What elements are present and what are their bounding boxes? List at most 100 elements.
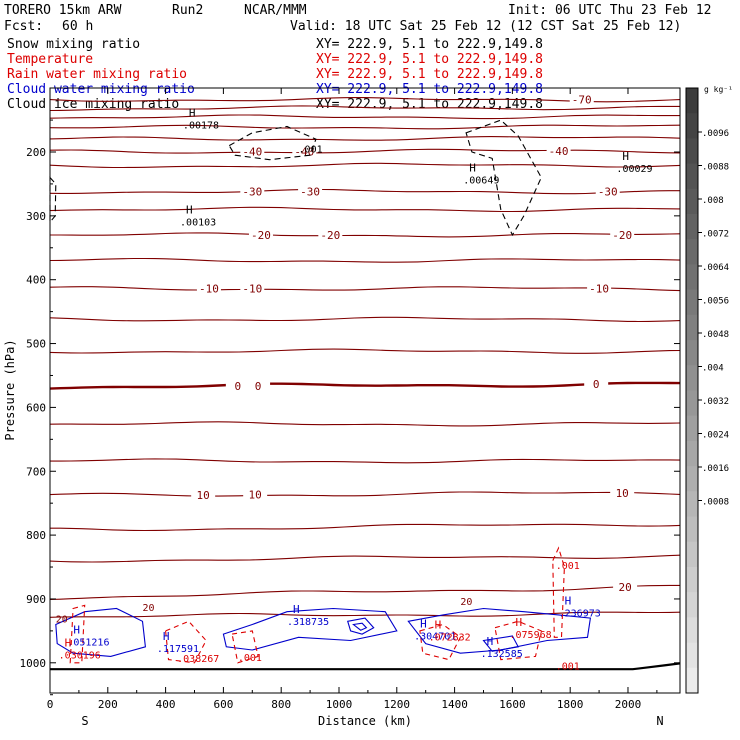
colorbar-swatch	[686, 239, 698, 265]
colorbar-label: .0024	[702, 431, 729, 441]
cloud-water-contour	[482, 635, 520, 652]
isotherm-label-bg	[569, 93, 594, 106]
plot-frame	[49, 87, 681, 694]
south-label: S	[81, 714, 88, 728]
colorbar-swatch	[686, 617, 698, 644]
rain-contour	[552, 546, 565, 638]
isotherm-label-bg	[595, 185, 620, 198]
colorbar-swatch	[686, 365, 698, 391]
legend-temperature-xy: XY= 222.9, 5.1 to 222.9,149.8	[316, 52, 543, 67]
isotherm-label: 10	[616, 487, 629, 500]
cloud-water-contour	[55, 607, 146, 657]
isotherm	[49, 257, 681, 263]
isotherm-label: -10	[199, 283, 219, 296]
contour-value-label: .236973	[559, 608, 601, 619]
legend-rain-xy: XY= 222.9, 5.1 to 222.9,149.8	[316, 67, 543, 82]
isotherm-label: 10	[249, 489, 262, 502]
colorbar-swatch	[686, 491, 698, 518]
colorbar-label: .004	[702, 364, 724, 374]
isotherm	[49, 105, 680, 112]
isotherm-label-bg	[248, 229, 273, 242]
colorbar-swatch	[686, 440, 698, 467]
isotherm-label: -20	[612, 229, 632, 242]
run-name: Run2	[172, 3, 203, 18]
high-marker: H	[65, 636, 72, 649]
legend-rain: Rain water mixing ratio	[7, 67, 187, 82]
x-tick-label: 800	[271, 698, 291, 711]
colorbar-unit: g kg⁻¹	[704, 85, 733, 94]
isotherm-label-bg	[243, 488, 268, 501]
high-marker: H	[186, 204, 193, 217]
isotherm-label: -10	[589, 283, 609, 296]
colorbar-swatch	[686, 88, 698, 114]
valid-time: Valid: 18 UTC Sat 25 Feb 12 (12 CST Sat …	[290, 19, 681, 34]
isotherm	[49, 148, 681, 154]
colorbar-label: .0048	[702, 330, 729, 340]
x-tick-label: 1400	[441, 698, 468, 711]
legend-temperature: Temperature	[7, 52, 93, 67]
cloud-water-contour	[222, 607, 398, 651]
isotherm-label-bg	[318, 229, 343, 242]
isotherm-label: 0	[593, 378, 600, 391]
y-tick-label: 800	[26, 529, 46, 542]
colorbar-swatch	[686, 642, 698, 669]
isotherm-label-bg	[240, 185, 265, 198]
isotherm-label: -30	[242, 186, 262, 199]
isotherm-label-bg	[191, 488, 216, 501]
colorbar-swatch	[686, 138, 698, 165]
contour-value-label: .001	[299, 145, 323, 156]
isotherm-label: -30	[598, 186, 618, 199]
contour-value-label: .001	[556, 561, 580, 572]
contour-value-label: .117591	[157, 644, 199, 655]
isotherm-label: -10	[242, 283, 262, 296]
isotherm	[49, 611, 681, 618]
legend-snow-xy: XY= 222.9, 5.1 to 222.9,149.8	[316, 37, 543, 52]
high-marker: H	[565, 594, 572, 607]
isotherm	[49, 188, 680, 195]
colorbar-swatch	[686, 390, 698, 417]
colorbar-swatch	[686, 566, 698, 593]
isotherm	[49, 124, 681, 130]
isotherm-label: 0	[235, 380, 242, 393]
isotherm	[49, 286, 681, 292]
isotherm-label: -20	[251, 229, 271, 242]
y-tick-label: 200	[26, 146, 46, 159]
rain-contour	[231, 630, 259, 664]
high-marker: H	[487, 635, 494, 648]
isotherm-label-bg	[246, 379, 271, 392]
cloud-ice-contour	[228, 125, 317, 161]
high-marker: H	[515, 616, 522, 629]
contour-value-label: .304701	[414, 631, 456, 642]
rain-contour	[165, 620, 207, 664]
contour-value-label: .001	[238, 653, 262, 664]
isotherm-label-bg	[584, 378, 609, 391]
colorbar-swatch	[686, 214, 698, 240]
isotherm-label-bg	[225, 380, 250, 393]
colorbar-label: .0056	[702, 297, 729, 307]
colorbar-frame	[685, 87, 699, 694]
colorbar-swatch	[686, 163, 698, 190]
high-marker: H	[435, 619, 442, 632]
high-marker: H	[420, 617, 427, 630]
cloud-water-contour	[352, 622, 368, 631]
isotherm-label: -40	[242, 146, 262, 159]
contour-value-label: .075968	[509, 630, 551, 641]
isotherm-label-bg	[546, 144, 571, 157]
contour-value-label: .00649	[463, 175, 499, 186]
isotherm-label-bg	[240, 145, 265, 158]
x-tick-label: 1200	[384, 698, 411, 711]
isotherm	[49, 421, 681, 427]
x-tick-label: 600	[213, 698, 233, 711]
colorbar-swatch	[686, 415, 698, 442]
x-tick-label: 0	[47, 698, 54, 711]
isotherm-label: 10	[197, 489, 210, 502]
contour-value-label: .00029	[616, 164, 652, 175]
isotherm	[50, 523, 681, 532]
y-tick-label: 300	[26, 210, 46, 223]
high-marker: H	[73, 624, 80, 637]
isotherm-zero	[49, 381, 681, 390]
forecast-hours: 60 h	[62, 19, 93, 34]
contour-value-label: 20	[56, 615, 68, 626]
x-tick-label: 1600	[499, 698, 526, 711]
y-tick-label: 600	[26, 401, 46, 414]
